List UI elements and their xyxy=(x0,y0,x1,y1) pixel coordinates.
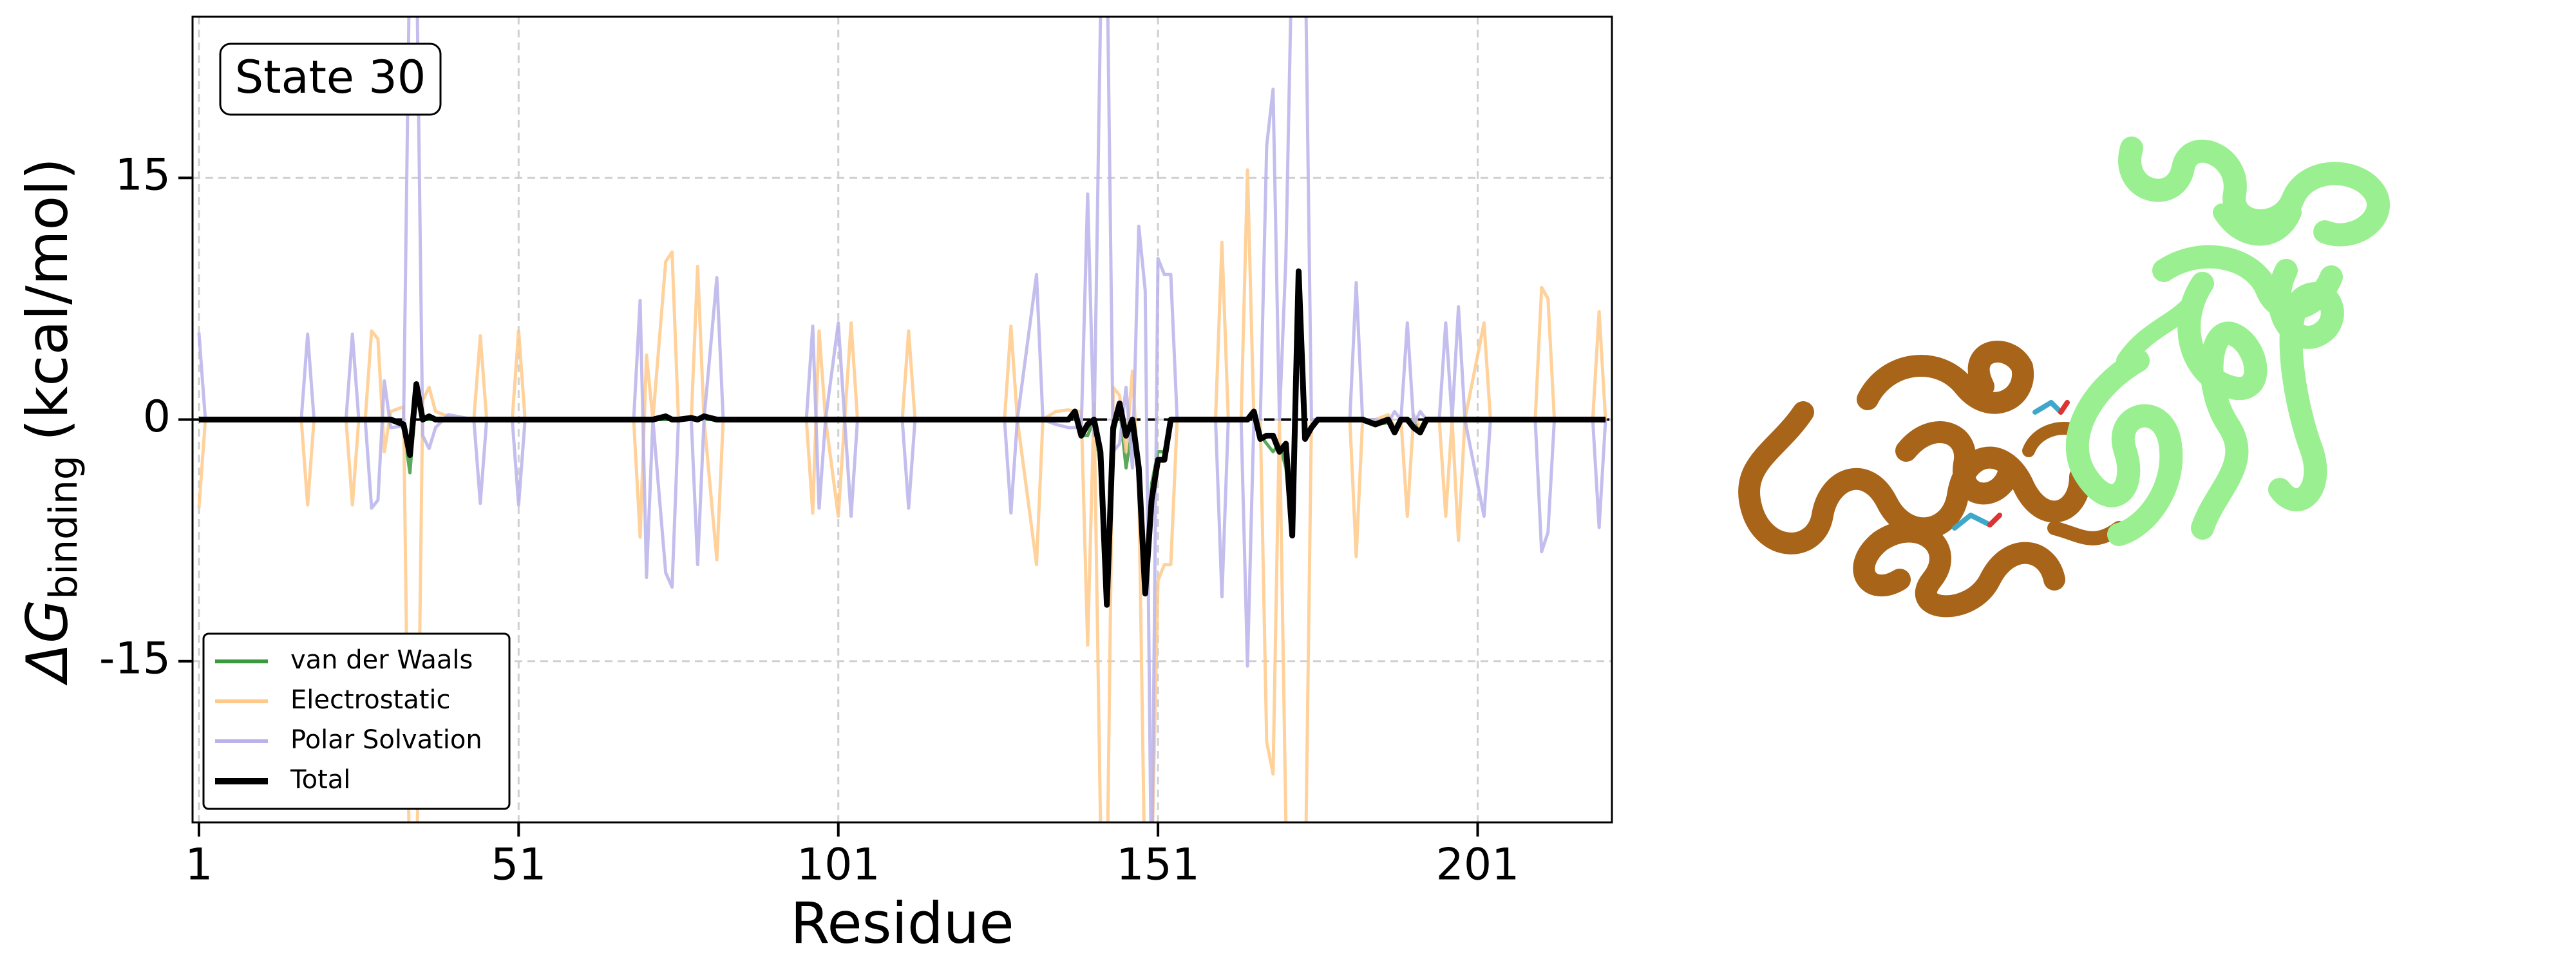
y-tick-label: -15 xyxy=(99,633,171,684)
x-tick-label: 101 xyxy=(797,840,880,891)
x-tick-label: 151 xyxy=(1116,840,1200,891)
y-tick-label: 15 xyxy=(115,150,171,201)
x-tick-label: 201 xyxy=(1436,840,1520,891)
protein-chain-green xyxy=(2065,137,2390,546)
x-tick-label: 1 xyxy=(185,840,213,891)
legend-label: Total xyxy=(290,765,350,795)
y-axis-label-main: ΔG xyxy=(14,600,80,686)
annotation: State 30 xyxy=(235,51,426,104)
y-axis-label: ΔGbinding (kcal/mol) xyxy=(14,158,86,686)
y-tick-label: 0 xyxy=(143,392,171,442)
protein-sidechains xyxy=(1952,400,2070,531)
y-axis-label-subscript: binding xyxy=(41,455,86,600)
annotation-box xyxy=(219,43,442,116)
x-axis-label: Residue xyxy=(790,890,1014,956)
legend: van der Waals Electrostatic Polar Solvatio… xyxy=(202,632,511,810)
plot-area xyxy=(193,17,1612,822)
series-line xyxy=(197,17,1607,822)
protein-illustration xyxy=(1738,137,2390,618)
legend-label: Polar Solvation xyxy=(290,725,482,755)
legend-label: van der Waals xyxy=(290,645,473,675)
x-tick-label: 51 xyxy=(491,840,547,891)
legend-box xyxy=(202,632,511,810)
series-line xyxy=(198,268,1606,608)
y-axis-label-unit: (kcal/mol) xyxy=(14,158,80,441)
protein-chain-brown xyxy=(1738,341,2126,618)
legend-label: Electrostatic xyxy=(290,685,451,715)
